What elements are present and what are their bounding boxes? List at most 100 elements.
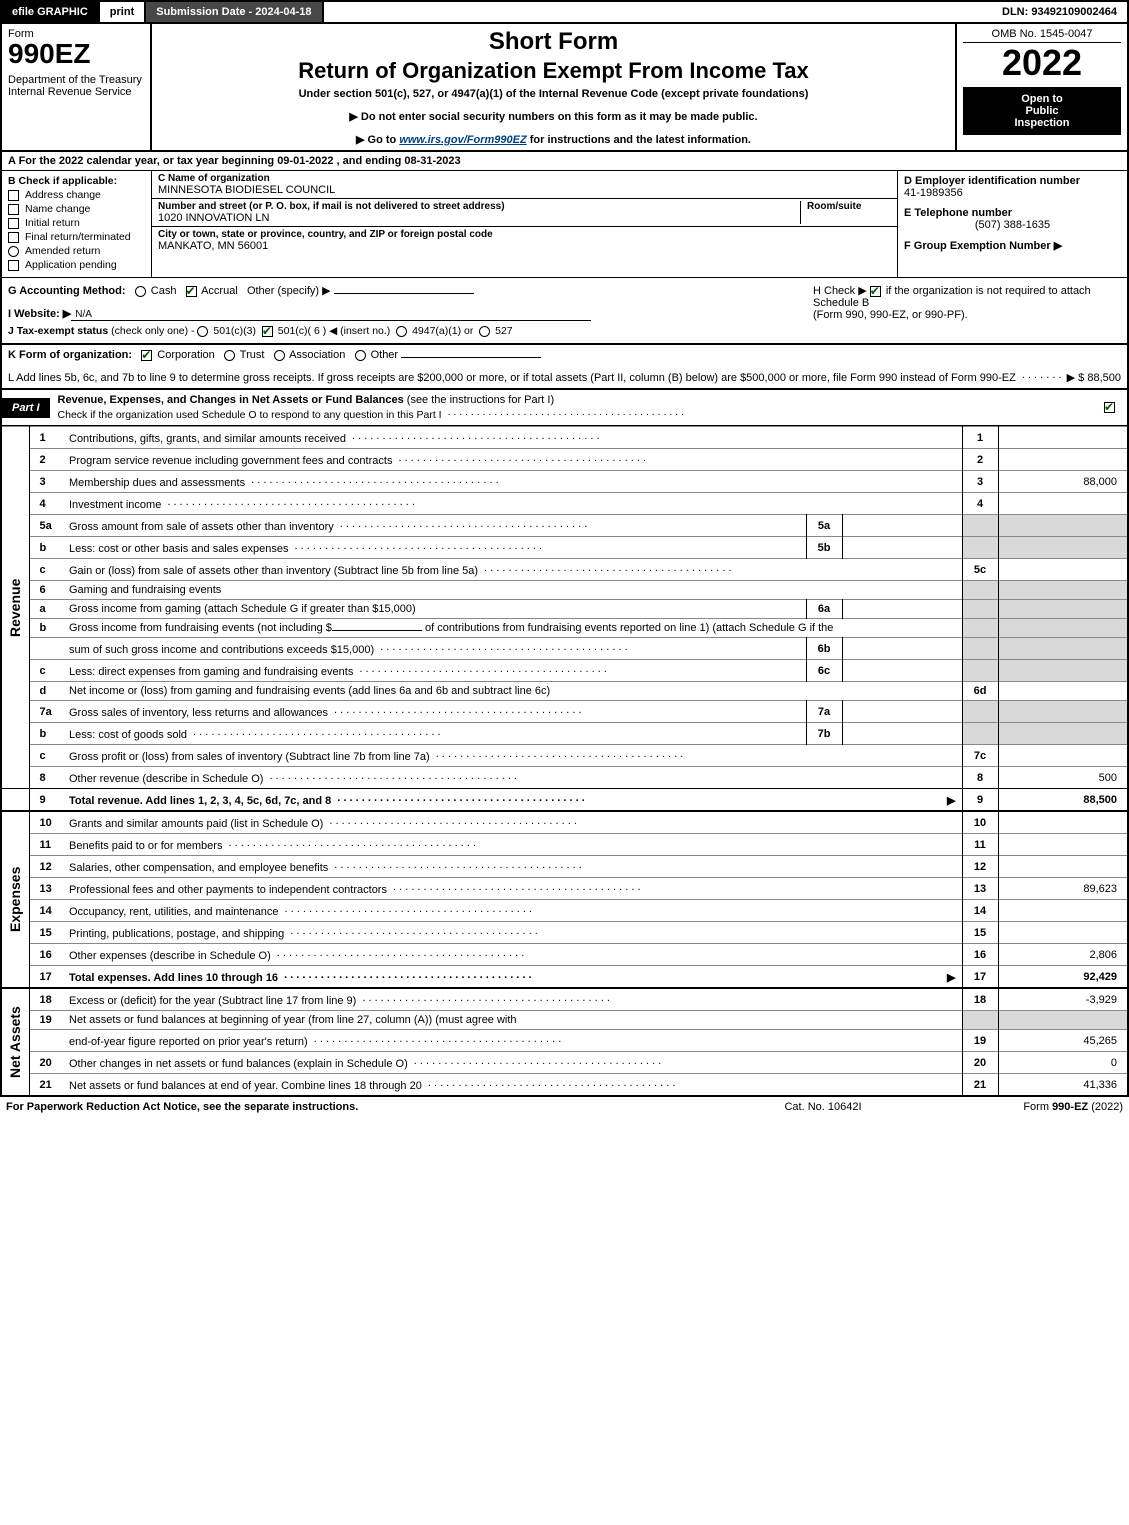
4947-radio[interactable] <box>396 326 407 337</box>
501c3-radio[interactable] <box>197 326 208 337</box>
line-14: 14Occupancy, rent, utilities, and mainte… <box>1 900 1128 922</box>
row-g-h: G Accounting Method: Cash Accrual Other … <box>0 277 1129 343</box>
corporation-checkbox[interactable] <box>141 350 152 361</box>
revenue-side-label: Revenue <box>1 427 29 789</box>
part-i-table: Revenue 1 Contributions, gifts, grants, … <box>0 426 1129 1097</box>
line-9: 9Total revenue. Add lines 1, 2, 3, 4, 5c… <box>1 789 1128 812</box>
line-6d: dNet income or (loss) from gaming and fu… <box>1 682 1128 701</box>
open-to-public: Open to Public Inspection <box>963 87 1121 135</box>
line-3: 3Membership dues and assessments388,000 <box>1 471 1128 493</box>
association-radio[interactable] <box>274 350 285 361</box>
line-2: 2Program service revenue including gover… <box>1 449 1128 471</box>
line-19-top: 19Net assets or fund balances at beginni… <box>1 1011 1128 1030</box>
tel-value: (507) 388-1635 <box>904 219 1121 231</box>
final-return-checkbox[interactable] <box>8 232 19 243</box>
omb-number: OMB No. 1545-0047 <box>963 28 1121 43</box>
line-6a: aGross income from gaming (attach Schedu… <box>1 600 1128 619</box>
other-org-radio[interactable] <box>355 350 366 361</box>
cash-radio[interactable] <box>135 286 146 297</box>
line-10: Expenses 10Grants and similar amounts pa… <box>1 811 1128 834</box>
row-a-tax-year: A For the 2022 calendar year, or tax yea… <box>0 150 1129 171</box>
page-footer: For Paperwork Reduction Act Notice, see … <box>0 1097 1129 1117</box>
print-button[interactable]: print <box>100 2 146 22</box>
submission-date: Submission Date - 2024-04-18 <box>146 2 323 22</box>
line-6b: b Gross income from fundraising events (… <box>1 619 1128 638</box>
line-6: 6Gaming and fundraising events <box>1 581 1128 600</box>
gross-receipts-amount: ▶ $ 88,500 <box>1061 371 1121 384</box>
col-c-org-info: C Name of organization MINNESOTA BIODIES… <box>152 171 897 277</box>
note-goto-prefix: ▶ Go to <box>356 134 399 146</box>
paperwork-notice: For Paperwork Reduction Act Notice, see … <box>6 1101 723 1113</box>
tax-year: 2022 <box>963 43 1121 83</box>
top-bar: efile GRAPHIC print Submission Date - 20… <box>0 0 1129 22</box>
part-i-badge: Part I <box>2 398 50 418</box>
name-change-checkbox[interactable] <box>8 204 19 215</box>
net-assets-side-label: Net Assets <box>1 988 29 1096</box>
room-label: Room/suite <box>807 201 891 212</box>
return-of-title: Return of Organization Exempt From Incom… <box>160 58 947 84</box>
org-name: MINNESOTA BIODIESEL COUNCIL <box>158 184 891 196</box>
address-change-checkbox[interactable] <box>8 190 19 201</box>
dept-label: Department of the Treasury Internal Reve… <box>8 74 144 98</box>
col-d-ids: D Employer identification number 41-1989… <box>897 171 1127 277</box>
line-7b: bLess: cost of goods sold7b <box>1 723 1128 745</box>
group-exemption-label: F Group Exemption Number ▶ <box>904 239 1121 252</box>
accrual-checkbox[interactable] <box>186 286 197 297</box>
ein-label: D Employer identification number <box>904 175 1121 187</box>
line-13: 13Professional fees and other payments t… <box>1 878 1128 900</box>
line-5a: 5aGross amount from sale of assets other… <box>1 515 1128 537</box>
org-name-label: C Name of organization <box>158 173 891 184</box>
line-12: 12Salaries, other compensation, and empl… <box>1 856 1128 878</box>
tax-exempt-status: J Tax-exempt status (check only one) - 5… <box>8 325 801 337</box>
form-ref: Form 990-EZ (2022) <box>923 1101 1123 1113</box>
city-value: MANKATO, MN 56001 <box>158 240 891 252</box>
row-h-schedule-b: H Check ▶ if the organization is not req… <box>807 278 1127 343</box>
col-b-check-applicable: B Check if applicable: Address change Na… <box>2 171 152 277</box>
accounting-method: G Accounting Method: Cash Accrual Other … <box>8 284 801 297</box>
note-goto-suffix: for instructions and the latest informat… <box>530 134 751 146</box>
line-6c: cLess: direct expenses from gaming and f… <box>1 660 1128 682</box>
schedule-o-checkbox[interactable] <box>1104 402 1115 413</box>
line-5b: bLess: cost or other basis and sales exp… <box>1 537 1128 559</box>
line-11: 11Benefits paid to or for members11 <box>1 834 1128 856</box>
expenses-side-label: Expenses <box>1 811 29 988</box>
line-7c: cGross profit or (loss) from sales of in… <box>1 745 1128 767</box>
form-number: 990EZ <box>8 40 144 68</box>
application-pending-checkbox[interactable] <box>8 260 19 271</box>
line-7a: 7aGross sales of inventory, less returns… <box>1 701 1128 723</box>
city-label: City or town, state or province, country… <box>158 229 891 240</box>
ein-value: 41-1989356 <box>904 187 1121 199</box>
form-header: Form 990EZ Department of the Treasury In… <box>0 22 1129 150</box>
short-form-title: Short Form <box>160 28 947 56</box>
line-8: 8Other revenue (describe in Schedule O)8… <box>1 767 1128 789</box>
line-16: 16Other expenses (describe in Schedule O… <box>1 944 1128 966</box>
part-i-header: Part I Revenue, Expenses, and Changes in… <box>0 389 1129 426</box>
row-l-gross-receipts: L Add lines 5b, 6c, and 7b to line 9 to … <box>0 365 1129 389</box>
amended-return-radio[interactable] <box>8 246 19 257</box>
line-19: end-of-year figure reported on prior yea… <box>1 1030 1128 1052</box>
cat-no: Cat. No. 10642I <box>723 1101 923 1113</box>
line-15: 15Printing, publications, postage, and s… <box>1 922 1128 944</box>
street-value: 1020 INNOVATION LN <box>158 212 794 224</box>
line-21: 21Net assets or fund balances at end of … <box>1 1074 1128 1097</box>
schedule-b-checkbox[interactable] <box>870 286 881 297</box>
line-5c: cGain or (loss) from sale of assets othe… <box>1 559 1128 581</box>
initial-return-checkbox[interactable] <box>8 218 19 229</box>
dln: DLN: 93492109002464 <box>992 2 1127 22</box>
line-20: 20Other changes in net assets or fund ba… <box>1 1052 1128 1074</box>
line-6b-cont: sum of such gross income and contributio… <box>1 638 1128 660</box>
website-value: N/A <box>75 309 92 320</box>
527-radio[interactable] <box>479 326 490 337</box>
line-18: Net Assets 18Excess or (deficit) for the… <box>1 988 1128 1011</box>
website-line: I Website: ▶N/A <box>8 307 801 321</box>
irs-link[interactable]: www.irs.gov/Form990EZ <box>399 134 526 146</box>
note-ssn: ▶ Do not enter social security numbers o… <box>160 110 947 123</box>
501c-checkbox[interactable] <box>262 326 273 337</box>
line-4: 4Investment income4 <box>1 493 1128 515</box>
efile-button[interactable]: efile GRAPHIC <box>2 2 100 22</box>
under-section: Under section 501(c), 527, or 4947(a)(1)… <box>160 88 947 100</box>
trust-radio[interactable] <box>224 350 235 361</box>
street-label: Number and street (or P. O. box, if mail… <box>158 201 794 212</box>
line-1: Revenue 1 Contributions, gifts, grants, … <box>1 427 1128 449</box>
row-k-form-org: K Form of organization: Corporation Trus… <box>0 343 1129 365</box>
